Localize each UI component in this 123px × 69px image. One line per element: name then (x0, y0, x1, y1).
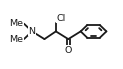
Text: N: N (29, 27, 36, 36)
Text: Me: Me (9, 19, 23, 28)
Text: Me: Me (9, 35, 23, 44)
Text: O: O (65, 46, 72, 55)
Text: Cl: Cl (56, 14, 66, 23)
